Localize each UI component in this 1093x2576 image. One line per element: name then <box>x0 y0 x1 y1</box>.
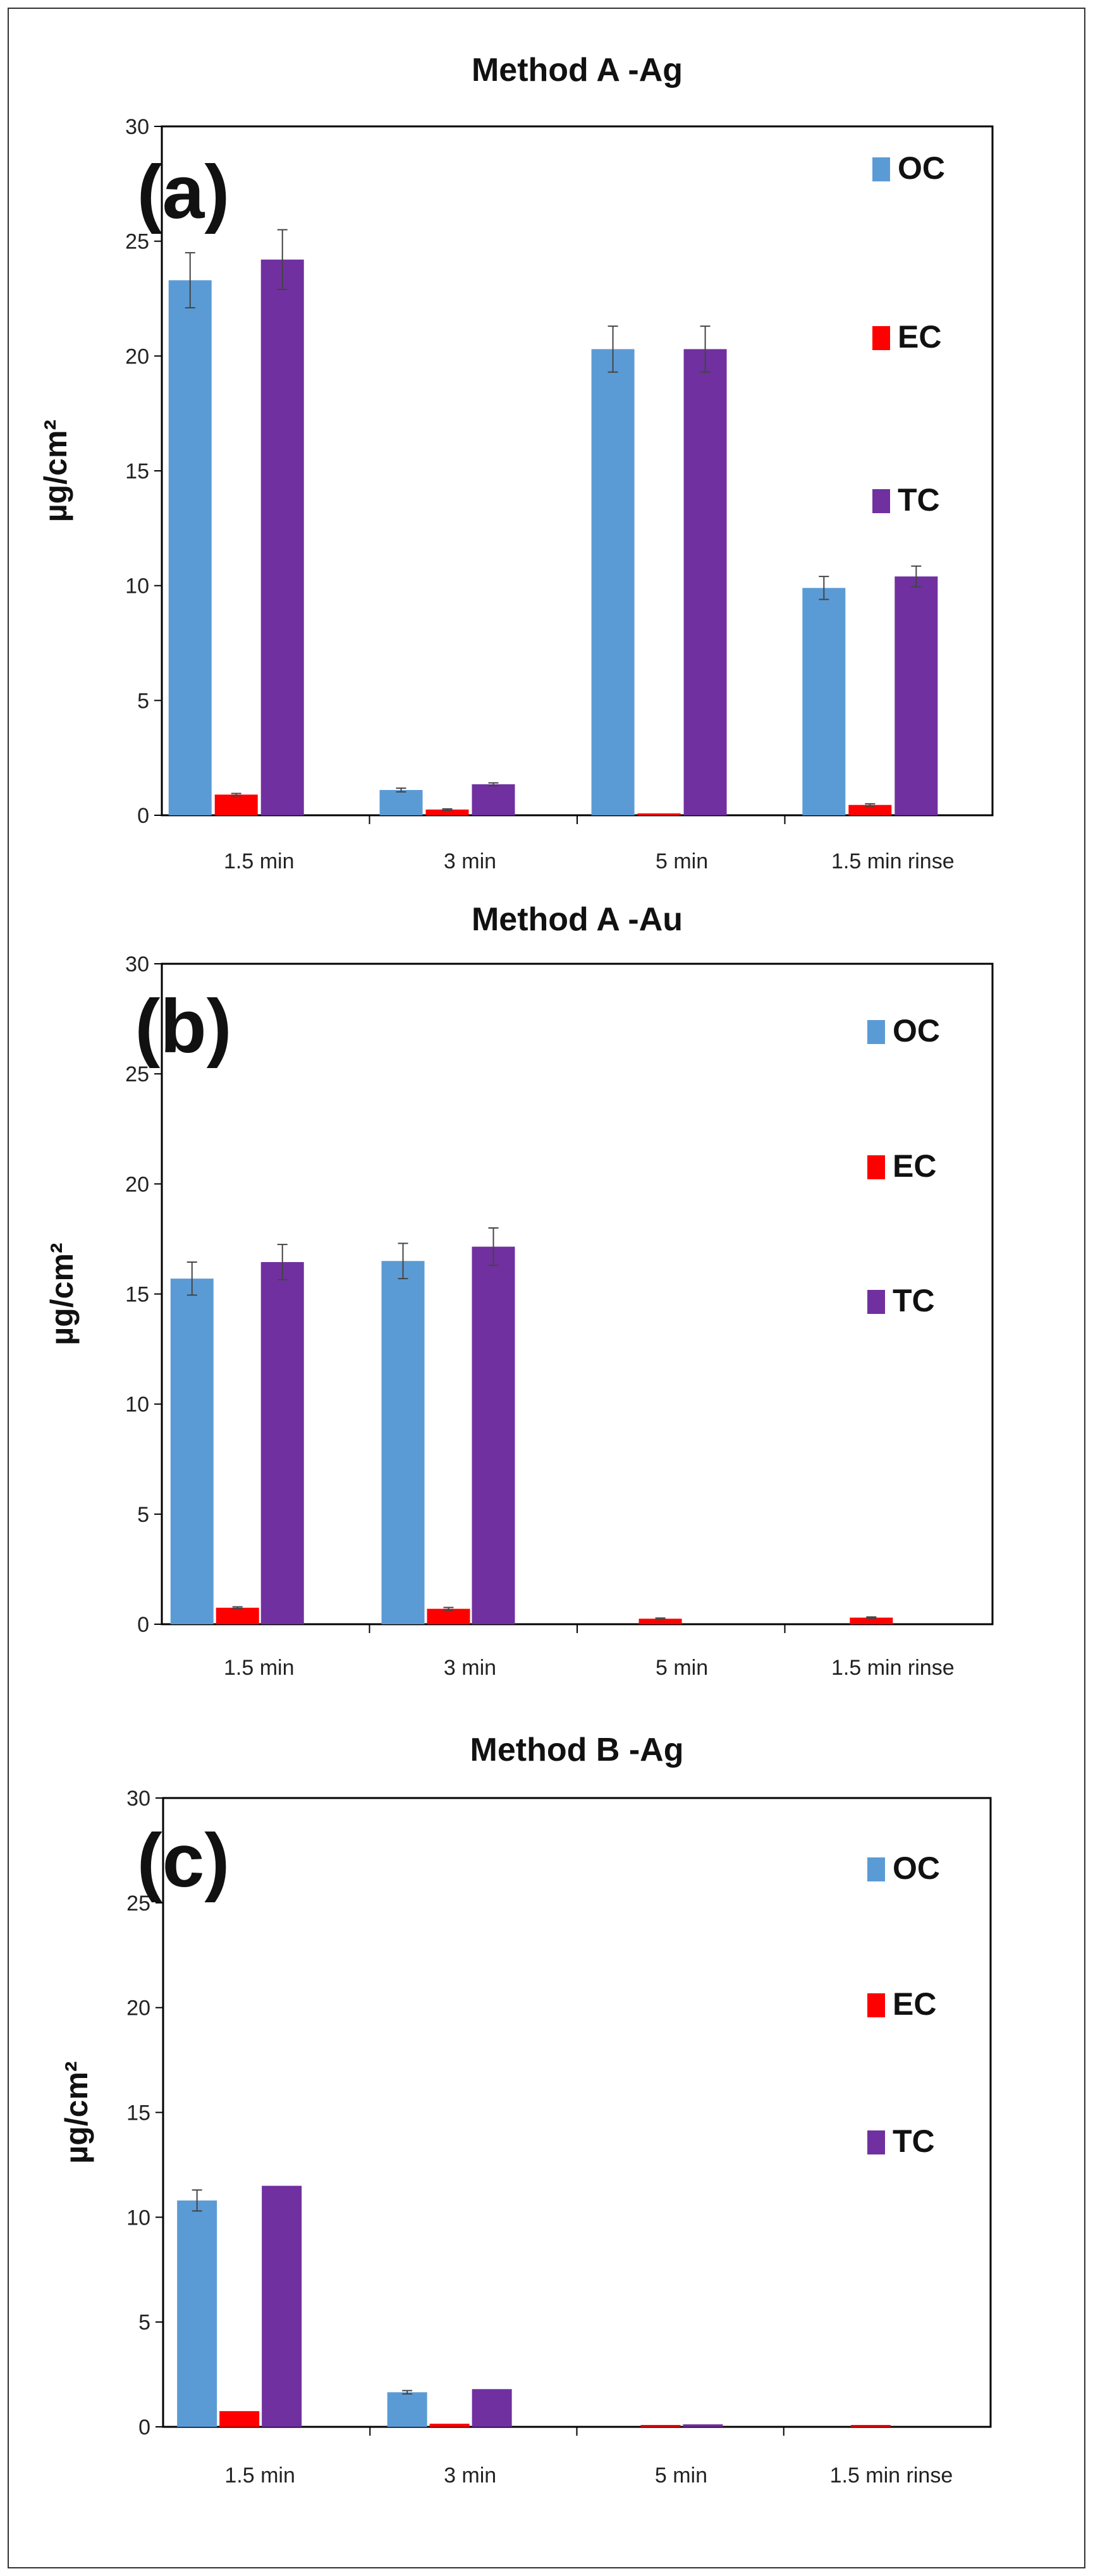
bar-oc-0 <box>177 2200 217 2427</box>
legend-swatch-tc <box>867 2130 885 2154</box>
x-category-label: 3 min <box>444 1656 496 1680</box>
y-tick-label: 20 <box>125 1172 149 1196</box>
y-axis-label: µg/cm² <box>38 420 73 522</box>
bar-ec-0 <box>219 2411 260 2427</box>
y-tick-label: 30 <box>125 952 149 976</box>
legend-label-ec: EC <box>893 1148 936 1184</box>
bar-ec-3 <box>850 1617 893 1624</box>
bar-tc-0 <box>260 259 304 815</box>
legend-swatch-oc <box>872 157 890 181</box>
y-tick-label: 15 <box>126 2101 150 2125</box>
panel-label: (b) <box>135 984 231 1069</box>
panel-label: (c) <box>137 1818 230 1903</box>
bar-ec-3 <box>848 805 892 815</box>
bar-ec-3 <box>850 2425 891 2427</box>
x-category-label: 1.5 min <box>224 2464 295 2488</box>
chart-title: Method B -Ag <box>470 1732 684 1768</box>
bar-ec-0 <box>214 794 258 815</box>
y-tick-label: 0 <box>137 1613 149 1637</box>
legend-label-tc: TC <box>893 2123 935 2159</box>
y-tick-label: 5 <box>137 1503 149 1527</box>
y-tick-label: 10 <box>125 574 149 598</box>
legend-label-oc: OC <box>893 1013 940 1048</box>
legend-swatch-oc <box>867 1020 885 1044</box>
y-axis-label: µg/cm² <box>44 1242 80 1345</box>
chart-title: Method A -Au <box>472 901 683 938</box>
legend-label-ec: EC <box>898 319 941 355</box>
y-tick-label: 10 <box>126 2206 150 2230</box>
chart-panel-1: Method A -Au 0 5 10 15 20 25 30 µg/cm² (b) 1.5 min… <box>44 901 994 1680</box>
x-category-label: 3 min <box>444 2464 496 2488</box>
bar-ec-1 <box>429 2424 470 2427</box>
y-tick-label: 25 <box>125 230 149 254</box>
y-tick-label: 30 <box>126 1787 150 1811</box>
legend-swatch-tc <box>867 1290 885 1314</box>
figure-frame <box>8 8 1085 2568</box>
legend-swatch-tc <box>872 489 890 513</box>
bar-tc-0 <box>260 1261 304 1624</box>
bar-tc-1 <box>472 784 515 815</box>
x-category-label: 1.5 min <box>224 849 295 873</box>
legend-label-oc: OC <box>893 1850 940 1886</box>
bar-oc-1 <box>379 790 423 815</box>
legend-label-ec: EC <box>893 1986 936 2022</box>
legend-swatch-ec <box>872 326 890 350</box>
legend-swatch-ec <box>867 1993 885 2017</box>
y-tick-label: 5 <box>138 2311 150 2335</box>
y-tick-label: 25 <box>126 1892 150 1916</box>
y-tick-label: 20 <box>126 1996 150 2020</box>
y-tick-label: 10 <box>125 1393 149 1417</box>
y-tick-label: 15 <box>125 1283 149 1307</box>
panel-label: (a) <box>137 150 230 234</box>
bar-ec-2 <box>638 1619 682 1624</box>
y-tick-label: 20 <box>125 344 149 368</box>
bar-ec-0 <box>216 1607 259 1624</box>
bar-tc-0 <box>262 2185 302 2427</box>
x-category-label: 1.5 min rinse <box>830 2464 953 2488</box>
bar-ec-1 <box>427 1608 470 1624</box>
bar-oc-0 <box>170 1279 214 1624</box>
x-category-label: 5 min <box>656 1656 708 1680</box>
bar-tc-3 <box>895 576 938 815</box>
x-category-label: 1.5 min rinse <box>831 1656 955 1680</box>
bar-oc-1 <box>381 1261 425 1624</box>
legend-swatch-oc <box>867 1857 885 1881</box>
bar-tc-1 <box>472 2389 512 2427</box>
x-category-label: 5 min <box>655 2464 707 2488</box>
y-tick-label: 5 <box>137 689 149 713</box>
chart-panel-0: Method A -Ag 0 5 10 15 20 25 30 µg/cm² (a) 1.5 min… <box>38 52 994 873</box>
y-tick-label: 30 <box>125 115 149 139</box>
y-tick-label: 15 <box>125 459 149 483</box>
chart-panel-2: Method B -Ag 0 5 10 15 20 25 30 µg/cm² (c) 1.5 min… <box>59 1732 992 2488</box>
x-category-label: 1.5 min rinse <box>831 849 955 873</box>
y-tick-label: 25 <box>125 1062 149 1086</box>
legend-swatch-ec <box>867 1155 885 1179</box>
bar-oc-2 <box>591 349 635 815</box>
x-category-label: 5 min <box>656 849 708 873</box>
bar-oc-0 <box>168 280 212 815</box>
legend-label-tc: TC <box>898 482 940 518</box>
bar-ec-1 <box>425 809 469 815</box>
chart-title: Method A -Ag <box>472 52 683 88</box>
bar-tc-2 <box>683 2424 723 2427</box>
bar-oc-3 <box>802 588 846 815</box>
bar-tc-2 <box>683 349 727 815</box>
x-category-label: 1.5 min <box>224 1656 295 1680</box>
bar-oc-1 <box>387 2392 427 2427</box>
y-tick-label: 0 <box>138 2415 150 2439</box>
legend-label-tc: TC <box>893 1283 935 1318</box>
bar-tc-1 <box>472 1246 515 1624</box>
x-category-label: 3 min <box>444 849 496 873</box>
legend-label-oc: OC <box>898 150 945 186</box>
y-tick-label: 0 <box>137 804 149 828</box>
bar-ec-2 <box>640 2425 681 2427</box>
y-axis-label: µg/cm² <box>59 2061 94 2163</box>
bar-ec-2 <box>637 813 681 815</box>
